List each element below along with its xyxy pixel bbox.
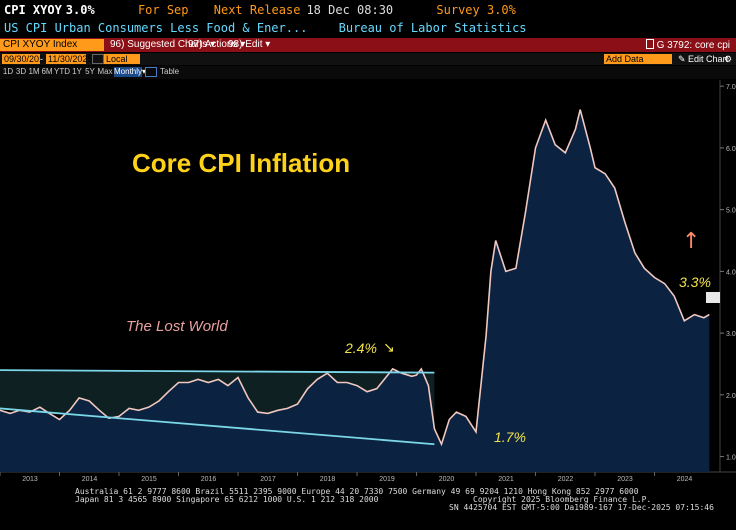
y-tick-label: 4.0 <box>726 269 736 276</box>
chevron-down-icon: ▾ <box>237 39 246 50</box>
x-tick-label: 2022 <box>558 476 574 483</box>
x-axis: 2013 2014 2015 2016 2017 2018 2019 2020 2021 2022… <box>0 472 692 483</box>
period-3d[interactable]: 3D <box>15 67 27 76</box>
x-tick-label: 2016 <box>201 476 217 483</box>
y-tick-label: 5.0 <box>726 208 736 215</box>
period-5y[interactable]: 5Y <box>85 67 95 76</box>
low-label: 1.7% <box>494 429 526 445</box>
chart-title: Core CPI Inflation <box>132 148 350 178</box>
add-data-field[interactable]: Add Data <box>604 54 672 64</box>
x-tick-label: 2013 <box>22 476 38 483</box>
x-tick-label: 2023 <box>617 476 633 483</box>
suggested-charts-menu[interactable]: 96) Suggested Charts ▾ <box>110 39 215 51</box>
status-bar: Australia 61 2 9777 8600 Brazil 5511 239… <box>0 484 736 530</box>
description-row: US CPI Urban Consumers Less Food & Ener.… <box>4 21 551 35</box>
menu-bar: CPI XYOY Index 96) Suggested Charts ▾ 97… <box>0 38 736 52</box>
compare-icon[interactable] <box>145 67 157 77</box>
period-max[interactable]: Max <box>97 67 113 76</box>
actions-number: 97) <box>188 39 205 50</box>
index-field[interactable]: CPI XYOY Index <box>0 39 104 51</box>
settings-icon[interactable]: ⚙ <box>724 54 733 64</box>
y-tick-label: 6.0 <box>726 146 736 153</box>
x-tick-label: 2015 <box>141 476 157 483</box>
chart-id[interactable]: G 3792: core cpi <box>645 39 730 52</box>
x-tick-label: 2021 <box>498 476 514 483</box>
x-tick-label: 2020 <box>439 476 455 483</box>
data-source: Bureau of Labor Statistics <box>338 21 527 35</box>
header-row: CPI XYOY 3.0% For Sep Next Release 18 Dec … <box>4 3 534 17</box>
x-tick-label: 2014 <box>82 476 98 483</box>
last-label: 3.3% <box>679 274 711 290</box>
period-1d[interactable]: 1D <box>2 67 14 76</box>
chevron-down-icon: ▾ <box>207 39 216 50</box>
frequency-select[interactable]: Monthly▾ <box>114 67 146 77</box>
contacts-line-1: Australia 61 2 9777 8600 Brazil 5511 239… <box>75 487 639 496</box>
edit-menu[interactable]: 98) Edit ▾ <box>228 39 270 51</box>
period-toolbar: 1D 3D 1M 6M YTD 1Y 5Y Max Monthly▾ Table <box>0 66 736 79</box>
next-release-label: Next Release <box>213 3 301 17</box>
band-bottom-line <box>0 407 435 446</box>
x-tick-label: 2017 <box>260 476 276 483</box>
cpi-area <box>0 109 710 472</box>
y-tick-label: 2.0 <box>726 393 736 400</box>
band-top-line <box>0 369 435 374</box>
chevron-down-icon: ▾ <box>142 67 147 76</box>
actions-label: Actions <box>204 39 238 50</box>
suggested-charts-label: Suggested Charts <box>127 39 208 50</box>
edit-label: Edit <box>245 39 263 50</box>
y-tick-label: 3.0 <box>726 331 736 338</box>
next-release: Next Release 18 Dec 08:30 <box>214 3 419 17</box>
survey: Survey 3.0% <box>436 3 516 17</box>
arrow-up-icon: ↑ <box>682 229 700 254</box>
chart-id-label: G 3792: core cpi <box>656 40 730 51</box>
suggested-charts-number: 96) <box>110 39 128 50</box>
session-info: SN 4425704 EST GMT-5:00 Da1989-167 17-De… <box>449 503 714 512</box>
period-6m[interactable]: 6M <box>41 67 53 76</box>
x-tick-label: 2018 <box>320 476 336 483</box>
copyright: Copyright 2025 Bloomberg Finance L.P. <box>473 495 652 504</box>
chevron-down-icon: ▾ <box>262 39 271 50</box>
x-tick-label: 2024 <box>677 476 693 483</box>
y-tick-label: 1.0 <box>726 455 736 462</box>
currency-field[interactable]: Local CCY <box>104 54 140 74</box>
chart-icon <box>645 39 654 49</box>
edit-chart-label: Edit Chart <box>688 54 729 64</box>
last-value: 3.0% <box>65 3 95 17</box>
y-axis: 1.0 2.0 3.0 4.0 5.0 6.0 7.0 <box>720 84 736 462</box>
actions-menu[interactable]: 97) Actions ▾ <box>188 39 245 51</box>
x-tick-label: 2019 <box>379 476 395 483</box>
date-separator: - <box>40 54 43 64</box>
ticker[interactable]: CPI XYOY <box>4 3 62 17</box>
edit-chart-button[interactable]: ✎ Edit Chart <box>676 54 730 64</box>
range-toolbar: 09/30/2013 - 11/30/2025 Local CCY Add Da… <box>0 53 736 74</box>
y-tick-label: 7.0 <box>726 84 736 91</box>
arrow-down-icon: ↘ <box>383 340 395 356</box>
contacts-line-2: Japan 81 3 4565 8900 Singapore 65 6212 1… <box>75 495 379 504</box>
price-chart[interactable]: 1.02.03.04.05.06.07.0 2013 2014 2015 2016 20… <box>0 80 736 484</box>
frequency-label: Monthly <box>114 67 143 76</box>
end-date-field[interactable]: 11/30/2025 <box>46 54 93 64</box>
calendar-icon[interactable] <box>92 54 104 64</box>
security-description: US CPI Urban Consumers Less Food & Ener.… <box>4 21 308 35</box>
edit-number: 98) <box>228 39 246 50</box>
lost-world-label: The Lost World <box>126 318 228 335</box>
cpi-line <box>0 109 710 447</box>
pencil-icon: ✎ <box>678 54 689 64</box>
next-release-date: 18 Dec 08:30 <box>306 3 394 17</box>
table-button[interactable]: Table <box>160 67 180 76</box>
period-1m[interactable]: 1M <box>28 67 40 76</box>
release-for: For Sep <box>137 3 189 17</box>
security-header: CPI XYOY 3.0% For Sep Next Release 18 Dec … <box>0 0 736 38</box>
ticker-value: CPI XYOY 3.0% <box>4 3 120 17</box>
high-label: 2.4% <box>344 340 377 356</box>
start-date-field[interactable]: 09/30/2013 <box>2 54 50 64</box>
period-ytd[interactable]: YTD <box>54 67 70 76</box>
last-price-marker <box>706 292 720 303</box>
period-1y[interactable]: 1Y <box>72 67 82 76</box>
